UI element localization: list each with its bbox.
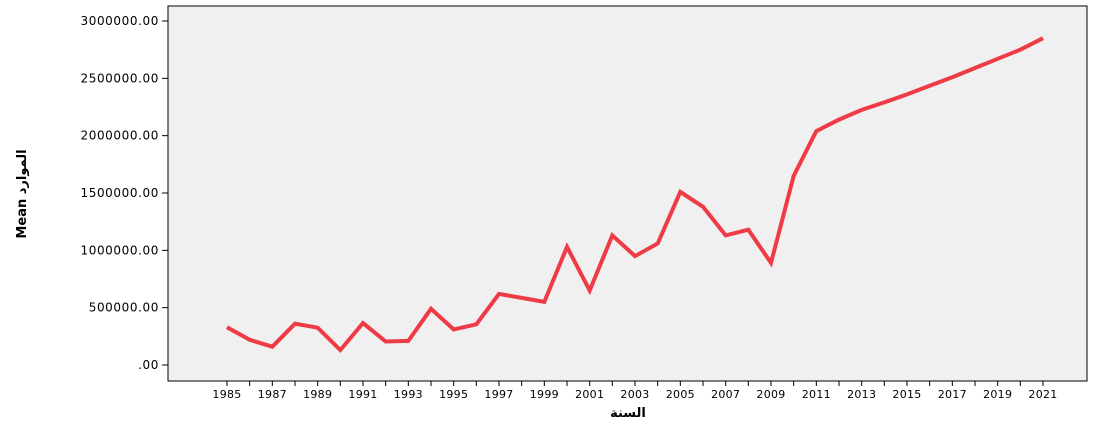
x-tick-label: 1987 <box>258 388 287 401</box>
x-tick-label: 1995 <box>439 388 468 401</box>
x-axis-title: السنة <box>610 406 646 421</box>
y-axis: .00 500000.00 1000000.00 1500000.00 2000000.… <box>80 14 168 372</box>
x-tick-label: 2013 <box>847 388 876 401</box>
y-tick-label: 500000.00 <box>89 301 159 315</box>
x-tick-label: 2015 <box>892 388 921 401</box>
y-tick-label: 1000000.00 <box>80 243 159 257</box>
series-line <box>226 36 1044 354</box>
x-tick-label: 2019 <box>983 388 1012 401</box>
plot-area <box>167 5 1088 382</box>
x-tick-label: 1997 <box>484 388 513 401</box>
x-tick-label: 2009 <box>756 388 785 401</box>
y-tick-label: 1500000.00 <box>80 186 159 200</box>
x-tick-label: 2005 <box>666 388 695 401</box>
x-tick-label: 2001 <box>575 388 604 401</box>
x-tick-label: 1985 <box>212 388 241 401</box>
x-tick-label: 1999 <box>530 388 559 401</box>
x-tick-label: 2021 <box>1028 388 1057 401</box>
y-tick-label: .00 <box>138 358 159 372</box>
x-tick-label: 2017 <box>938 388 967 401</box>
x-tick-label: 2007 <box>711 388 740 401</box>
x-tick-label: 2003 <box>620 388 649 401</box>
x-tick-label: 1989 <box>303 388 332 401</box>
y-tick-label: 2500000.00 <box>80 71 159 85</box>
x-tick-label: 1993 <box>394 388 423 401</box>
x-axis: 1985 1987 1989 1991 1993 1995 1997 1999 2001 2003… <box>212 381 1057 401</box>
y-tick-label: 3000000.00 <box>80 14 159 28</box>
y-axis-title: Mean الموارد <box>15 149 30 238</box>
x-tick-label: 2011 <box>802 388 831 401</box>
x-tick-label: 1991 <box>348 388 377 401</box>
y-tick-label: 2000000.00 <box>80 129 159 143</box>
